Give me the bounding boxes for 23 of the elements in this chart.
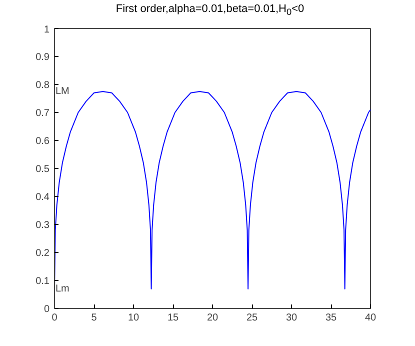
y-tick-label: 0.7 (36, 108, 50, 119)
y-tick-label: 0.5 (36, 164, 50, 175)
x-tick-label: 10 (128, 312, 140, 324)
y-tick-label: 0.2 (36, 248, 50, 259)
x-tick-label: 40 (364, 312, 376, 324)
y-tick-label: 0.6 (36, 136, 50, 147)
y-tick-label: 0.1 (36, 276, 50, 287)
chart-title: First order,alpha=0.01,beta=0.01,H$_{0}$<0 (116, 2, 304, 20)
annotation: LM (56, 86, 70, 97)
x-tick-label: 15 (167, 312, 179, 324)
y-tick-label: 0.3 (36, 220, 50, 231)
y-tick-label: 0.4 (36, 192, 50, 203)
y-tick-label: 0.8 (36, 80, 50, 91)
y-tick-label: 0.9 (36, 52, 50, 63)
y-tick-label: 0 (44, 304, 50, 315)
y-tick-label: 1 (44, 24, 50, 36)
x-tick-label: 25 (246, 312, 258, 324)
x-tick-label: 35 (325, 312, 337, 324)
x-tick-label: 5 (91, 312, 98, 324)
annotation: Lm (56, 283, 70, 294)
x-tick-label: 0 (52, 312, 58, 324)
x-tick-label: 30 (286, 312, 298, 324)
x-tick-label: 20 (206, 312, 218, 324)
